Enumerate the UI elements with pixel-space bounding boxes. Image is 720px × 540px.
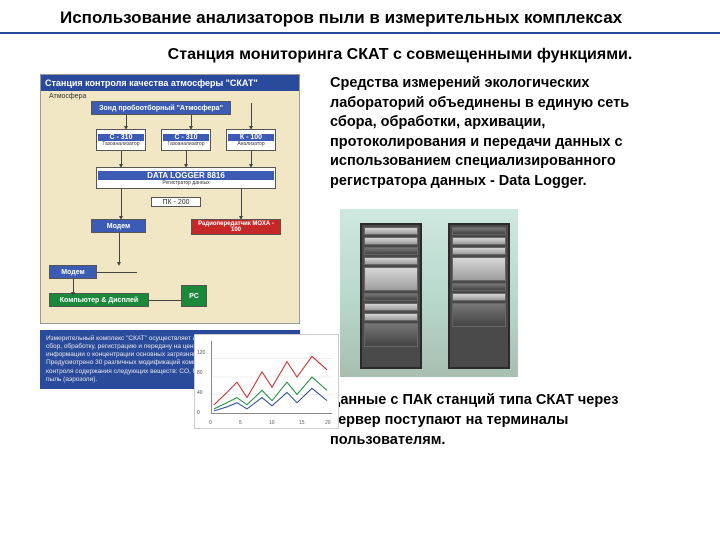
- rack-unit: [364, 267, 418, 291]
- arrow-icon: [126, 115, 127, 127]
- server-rack-left: [360, 223, 422, 369]
- modem-box: Модем: [91, 219, 146, 233]
- chart-svg: [212, 341, 332, 413]
- datalogger-sub: Регистратор данных: [162, 180, 209, 186]
- content-row: Станция контроля качества атмосферы "СКА…: [0, 74, 720, 468]
- c310-sub: Газоанализатор: [103, 141, 140, 147]
- arrow-icon: [251, 151, 252, 165]
- k100-title: К - 100: [228, 134, 274, 141]
- arrow-icon: [186, 151, 187, 165]
- rack-unit: [364, 227, 418, 235]
- equipment-photo: [340, 209, 518, 377]
- arrow-icon: [191, 115, 192, 127]
- x-tick: 5: [239, 420, 242, 426]
- paragraph-1: Средства измерений экологических лаборат…: [330, 74, 660, 191]
- c310b-box: С - 310 Газоанализатор: [161, 129, 211, 151]
- rack-unit: [364, 323, 418, 347]
- paragraph-2: Данные с ПАК станций типа СКАТ через сер…: [330, 391, 660, 450]
- k100-box: К - 100 Анализатор: [226, 129, 276, 151]
- rack-unit: [452, 237, 506, 245]
- c310b-title: С - 310: [163, 134, 209, 141]
- rack-unit: [364, 293, 418, 301]
- rack-unit: [364, 303, 418, 311]
- rack-unit: [364, 257, 418, 265]
- diagram-header: Станция контроля качества атмосферы "СКА…: [41, 75, 299, 91]
- rack-unit: [364, 237, 418, 245]
- connector-icon: [149, 300, 181, 301]
- y-tick: 80: [197, 370, 203, 376]
- computer-box: Компьютер & Дисплей: [49, 293, 149, 307]
- zond-box: Зонд пробоотборный "Атмосфера": [91, 101, 231, 115]
- connector-icon: [97, 272, 137, 273]
- rack-unit: [452, 227, 506, 235]
- pk200-box: ПК - 200: [151, 197, 201, 207]
- title-underline: [0, 32, 720, 34]
- x-tick: 0: [209, 420, 212, 426]
- c310-box: С - 310 Газоанализатор: [96, 129, 146, 151]
- rack-unit: [452, 283, 506, 291]
- chart-axes: [211, 341, 332, 414]
- arrow-icon: [119, 233, 120, 263]
- atmosphere-label: Атмосфера: [49, 93, 86, 100]
- rack-unit: [364, 247, 418, 255]
- rack-unit: [452, 303, 506, 327]
- c310-title: С - 310: [98, 134, 144, 141]
- rack-unit: [452, 293, 506, 301]
- c310b-sub: Газоанализатор: [168, 141, 205, 147]
- arrow-icon: [121, 189, 122, 217]
- x-tick: 20: [325, 420, 331, 426]
- arrow-icon: [121, 151, 122, 165]
- radio-box: Радиопередатчик МОХА - 100: [191, 219, 281, 235]
- page-title: Использование анализаторов пыли в измери…: [0, 0, 720, 32]
- arrow-icon: [241, 189, 242, 217]
- y-tick: 40: [197, 390, 203, 396]
- right-column: Средства измерений экологических лаборат…: [300, 74, 680, 468]
- rack-unit: [452, 247, 506, 255]
- datalogger-box: DATA LOGGER 8816 Регистратор данных: [96, 167, 276, 189]
- y-tick: 0: [197, 410, 200, 416]
- server-rack-right: [448, 223, 510, 369]
- pc-box: PC: [181, 285, 207, 307]
- diagram-frame: Станция контроля качества атмосферы "СКА…: [40, 74, 300, 324]
- k100-sub: Анализатор: [237, 141, 264, 147]
- arrow-icon: [251, 103, 252, 127]
- rack-unit: [364, 313, 418, 321]
- chart-frame: 0 40 80 120 0 5 10 15 20: [194, 334, 339, 429]
- datalogger-title: DATA LOGGER 8816: [98, 171, 274, 180]
- modem2-box: Модем: [49, 265, 97, 279]
- x-tick: 15: [299, 420, 305, 426]
- y-tick: 120: [197, 350, 205, 356]
- rack-unit: [452, 257, 506, 281]
- page-subtitle: Станция мониторинга СКАТ с совмещенными …: [0, 40, 720, 74]
- arrow-icon: [73, 279, 74, 293]
- x-tick: 10: [269, 420, 275, 426]
